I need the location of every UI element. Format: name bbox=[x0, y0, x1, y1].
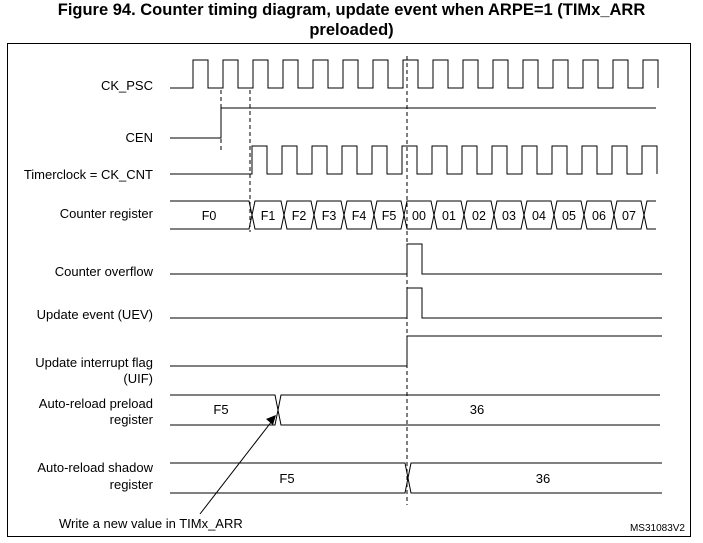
counter-value: 02 bbox=[472, 209, 486, 223]
figure-title-line2: preloaded) bbox=[309, 21, 394, 39]
figure-reference: MS31083V2 bbox=[630, 523, 685, 534]
counter-overflow-waveform bbox=[170, 243, 662, 275]
counter-value: F5 bbox=[382, 209, 397, 223]
ck-psc-waveform bbox=[170, 59, 659, 89]
counter-value: F4 bbox=[352, 209, 367, 223]
counter-value: 05 bbox=[562, 209, 576, 223]
counter-value: F0 bbox=[202, 209, 217, 223]
counter-value: 00 bbox=[412, 209, 426, 223]
label-counter-register: Counter register bbox=[60, 206, 154, 221]
update-event-waveform bbox=[170, 287, 662, 319]
counter-value: 07 bbox=[622, 209, 636, 223]
preload-value-new: 36 bbox=[470, 402, 484, 417]
preload-value-old: F5 bbox=[213, 402, 228, 417]
counter-value: F3 bbox=[322, 209, 337, 223]
counter-register-bus bbox=[170, 200, 656, 230]
shadow-value-old: F5 bbox=[279, 471, 294, 486]
label-arr-shadow-line1: Auto-reload shadow bbox=[37, 460, 153, 475]
arr-shadow-bus bbox=[170, 462, 662, 494]
label-update-event: Update event (UEV) bbox=[37, 307, 153, 322]
diagram-frame bbox=[7, 43, 691, 537]
label-arr-preload-line1: Auto-reload preload bbox=[39, 396, 153, 411]
label-ck-psc: CK_PSC bbox=[101, 78, 153, 93]
annotation-text: Write a new value in TIMx_ARR bbox=[59, 516, 243, 531]
shadow-value-new: 36 bbox=[536, 471, 550, 486]
uif-waveform bbox=[170, 335, 662, 367]
arr-preload-bus bbox=[170, 394, 660, 426]
counter-value: 04 bbox=[532, 209, 546, 223]
label-arr-shadow-line2: register bbox=[110, 477, 154, 492]
counter-value: F2 bbox=[292, 209, 307, 223]
figure-title-line1: Figure 94. Counter timing diagram, updat… bbox=[57, 1, 646, 19]
counter-value: F1 bbox=[261, 209, 276, 223]
label-uif-line1: Update interrupt flag bbox=[35, 355, 153, 370]
label-cen: CEN bbox=[126, 130, 153, 145]
counter-value: 06 bbox=[592, 209, 606, 223]
figure-title: Figure 94. Counter timing diagram, updat… bbox=[0, 0, 703, 40]
counter-value: 01 bbox=[442, 209, 456, 223]
label-uif-line2: (UIF) bbox=[123, 371, 153, 386]
counter-value: 03 bbox=[502, 209, 516, 223]
annotation-arrow bbox=[199, 420, 273, 515]
label-counter-overflow: Counter overflow bbox=[55, 264, 154, 279]
annotation-arrowhead bbox=[266, 415, 276, 425]
timerclock-waveform bbox=[170, 145, 658, 175]
cen-waveform bbox=[170, 107, 656, 139]
label-timerclock: Timerclock = CK_CNT bbox=[24, 167, 153, 182]
label-arr-preload-line2: register bbox=[110, 412, 154, 427]
